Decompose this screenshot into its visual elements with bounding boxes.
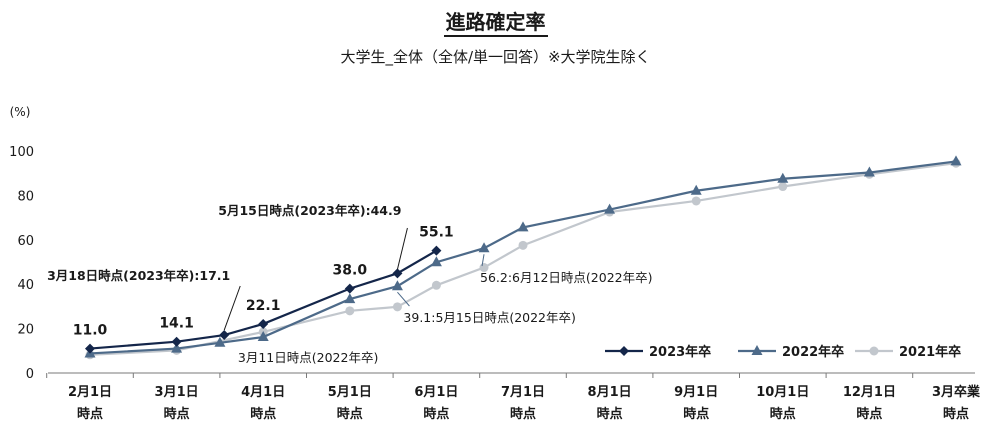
- annotation-leader: [223, 285, 241, 331]
- data-point: [431, 245, 442, 256]
- legend-marker: [869, 346, 879, 356]
- y-tick-label: 60: [17, 234, 34, 249]
- data-point: [778, 182, 788, 192]
- data-point: [345, 306, 355, 316]
- data-point: [214, 336, 226, 347]
- data-label: 14.1: [159, 316, 194, 332]
- x-tick-label: 時点: [77, 406, 103, 422]
- x-tick-label: 時点: [164, 406, 190, 422]
- x-tick-label: 4月1日: [241, 385, 285, 400]
- data-label: 11.0: [73, 323, 108, 339]
- data-point: [219, 330, 230, 341]
- annotation-label: 39.1:5月15日時点(2022年卒): [403, 310, 575, 325]
- data-point: [518, 240, 528, 250]
- x-tick-label: 6月1日: [414, 385, 458, 400]
- data-label: 55.1: [419, 225, 454, 241]
- legend-label: 2021年卒: [899, 344, 961, 360]
- data-point: [392, 268, 403, 279]
- x-tick-label: 10月1日: [756, 385, 809, 400]
- data-point: [430, 256, 442, 267]
- legend-marker: [751, 345, 763, 355]
- y-tick-label: 0: [26, 367, 34, 382]
- x-tick-label: 3月卒業: [932, 384, 981, 400]
- x-tick-label: 8月1日: [588, 385, 632, 400]
- data-point: [171, 342, 183, 353]
- x-tick-label: 5月1日: [328, 385, 372, 400]
- data-point: [863, 166, 875, 177]
- chart-title: 進路確定率: [0, 6, 991, 37]
- x-tick-label: 時点: [683, 406, 709, 422]
- annotation-label: 3月11日時点(2022年卒): [238, 350, 378, 365]
- y-axis-unit: (%): [10, 105, 31, 119]
- x-tick-label: 時点: [250, 406, 276, 422]
- data-point: [344, 293, 356, 304]
- x-tick-label: 時点: [943, 406, 969, 422]
- data-point: [392, 302, 402, 312]
- x-tick-label: 9月1日: [674, 385, 718, 400]
- legend-label: 2022年卒: [782, 344, 844, 360]
- data-point: [257, 331, 269, 342]
- data-label: 22.1: [246, 298, 281, 314]
- data-point: [950, 155, 962, 166]
- annotation-label: 3月18日時点(2023年卒):17.1: [47, 268, 230, 283]
- data-point: [604, 203, 616, 214]
- data-point: [691, 196, 701, 206]
- data-label: 38.0: [333, 263, 368, 279]
- x-tick-label: 時点: [770, 406, 796, 422]
- data-point: [777, 172, 789, 183]
- x-tick-label: 時点: [337, 406, 363, 422]
- legend-label: 2023年卒: [649, 344, 711, 360]
- legend-marker: [619, 346, 629, 356]
- y-tick-label: 100: [9, 145, 34, 160]
- data-point: [391, 280, 403, 291]
- annotation-label: 5月15日時点(2023年卒):44.9: [218, 203, 401, 218]
- data-point: [431, 280, 441, 290]
- x-tick-label: 3月1日: [155, 385, 199, 400]
- data-point: [517, 221, 529, 232]
- annotation-leader: [481, 254, 485, 267]
- data-point: [690, 184, 702, 195]
- annotation-leader: [397, 291, 410, 307]
- data-point: [171, 336, 182, 347]
- chart-subtitle: 大学生_全体（全体/単一回答）※大学院生除く: [340, 48, 651, 66]
- data-point: [344, 283, 355, 294]
- series-line: [89, 162, 957, 356]
- x-tick-label: 時点: [423, 406, 449, 422]
- x-tick-label: 時点: [856, 406, 882, 422]
- x-tick-label: 12月1日: [843, 385, 896, 400]
- x-tick-label: 時点: [510, 406, 536, 422]
- y-tick-label: 20: [17, 323, 34, 338]
- data-point: [258, 318, 269, 329]
- annotation-label: 56.2:6月12日時点(2022年卒): [480, 270, 652, 285]
- data-point: [478, 242, 490, 253]
- y-tick-label: 40: [17, 278, 34, 293]
- x-tick-label: 時点: [597, 406, 623, 422]
- y-tick-label: 80: [17, 189, 34, 204]
- annotation-leader: [396, 227, 408, 270]
- x-tick-label: 2月1日: [68, 385, 112, 400]
- data-point: [85, 343, 95, 354]
- series-line: [89, 160, 957, 355]
- x-tick-label: 7月1日: [501, 385, 545, 400]
